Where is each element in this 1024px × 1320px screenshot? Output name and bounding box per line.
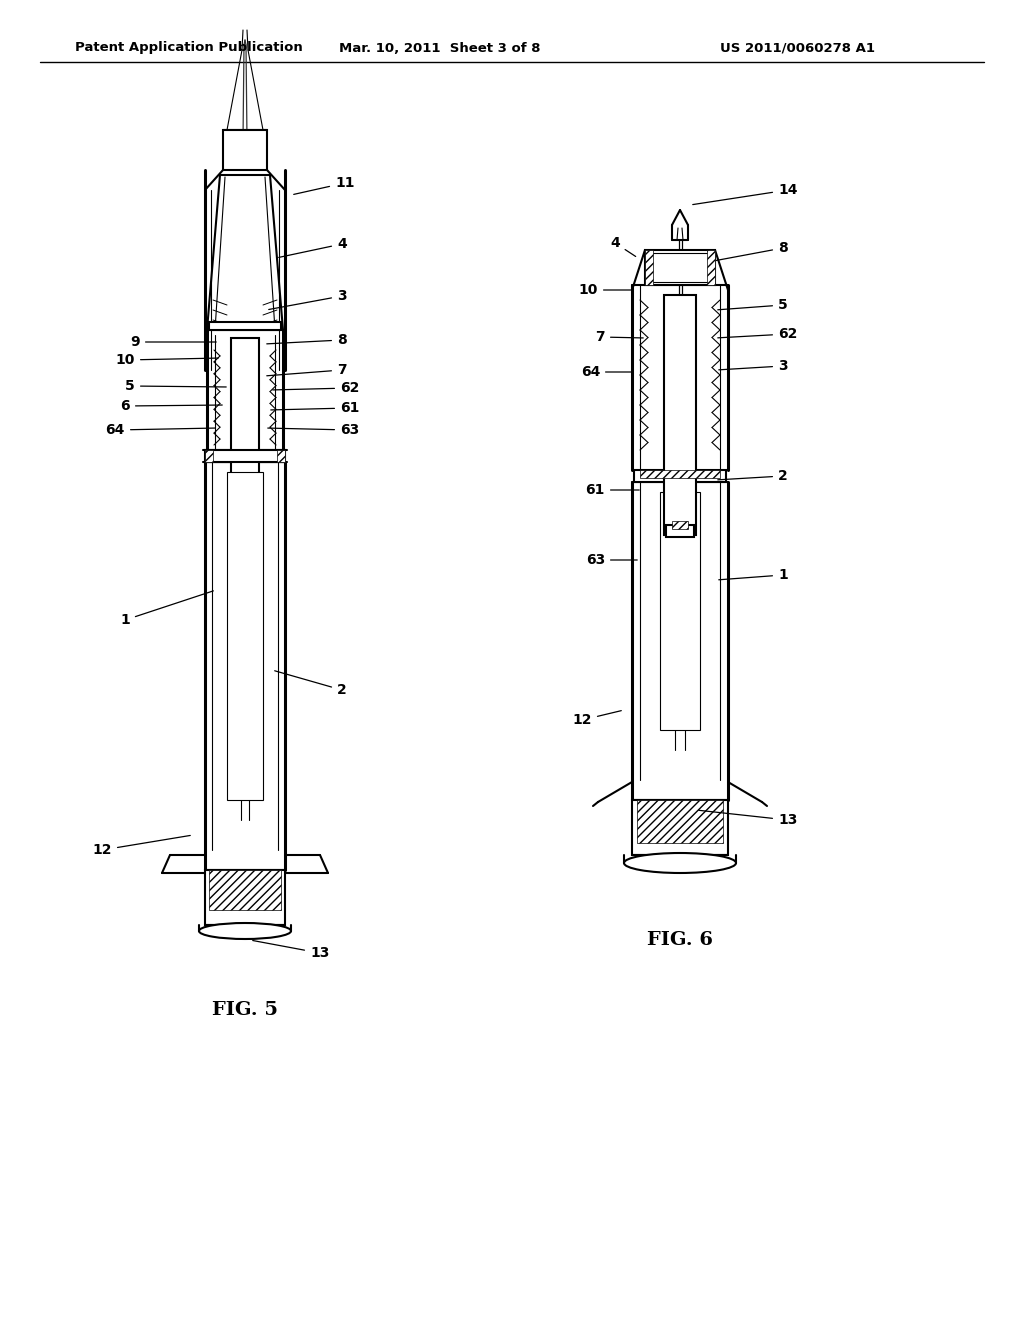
Text: 7: 7: [595, 330, 643, 345]
Bar: [205, 450, 213, 462]
Text: 3: 3: [719, 359, 787, 374]
Text: 4: 4: [279, 238, 347, 257]
Text: 2: 2: [274, 671, 347, 697]
Bar: [209, 870, 281, 909]
Text: 1: 1: [120, 591, 213, 627]
Text: 62: 62: [272, 381, 359, 395]
Bar: [223, 129, 267, 170]
Text: 13: 13: [698, 810, 798, 828]
Text: 63: 63: [268, 422, 359, 437]
Bar: [645, 249, 653, 285]
Text: 3: 3: [268, 289, 347, 309]
Text: 62: 62: [718, 327, 798, 341]
Text: 5: 5: [718, 298, 787, 312]
Text: 64: 64: [105, 422, 215, 437]
Text: 7: 7: [267, 363, 347, 378]
Bar: [205, 450, 285, 462]
Bar: [664, 294, 696, 535]
Bar: [640, 470, 720, 478]
Text: 6: 6: [121, 399, 222, 413]
Bar: [632, 800, 728, 855]
Text: 5: 5: [125, 379, 226, 393]
Text: 63: 63: [586, 553, 637, 568]
Bar: [650, 253, 710, 282]
Text: 10: 10: [116, 352, 218, 367]
Text: 12: 12: [92, 836, 190, 857]
Text: 1: 1: [719, 568, 787, 582]
Text: 10: 10: [579, 282, 631, 297]
Text: 8: 8: [267, 333, 347, 347]
Bar: [666, 525, 694, 537]
Bar: [278, 450, 285, 462]
Ellipse shape: [199, 923, 291, 939]
Text: Mar. 10, 2011  Sheet 3 of 8: Mar. 10, 2011 Sheet 3 of 8: [339, 41, 541, 54]
Bar: [227, 473, 263, 800]
Text: 14: 14: [693, 183, 798, 205]
Text: 13: 13: [253, 941, 330, 960]
Bar: [637, 800, 723, 843]
Text: FIG. 5: FIG. 5: [212, 1001, 278, 1019]
Ellipse shape: [624, 853, 736, 873]
Bar: [231, 338, 259, 500]
Bar: [707, 249, 715, 285]
Bar: [205, 870, 285, 925]
Text: 4: 4: [610, 236, 636, 256]
Bar: [634, 470, 726, 482]
Text: Patent Application Publication: Patent Application Publication: [75, 41, 303, 54]
Text: 12: 12: [572, 710, 622, 727]
Text: 61: 61: [270, 401, 359, 414]
Text: 61: 61: [586, 483, 639, 498]
Bar: [660, 492, 700, 730]
Text: FIG. 6: FIG. 6: [647, 931, 713, 949]
Bar: [209, 322, 281, 330]
Text: 64: 64: [581, 366, 633, 379]
Bar: [672, 521, 688, 529]
Text: US 2011/0060278 A1: US 2011/0060278 A1: [720, 41, 874, 54]
Text: 2: 2: [718, 469, 787, 483]
Text: 11: 11: [294, 176, 354, 194]
Text: 8: 8: [711, 242, 787, 261]
Bar: [645, 249, 715, 285]
Text: 9: 9: [130, 335, 216, 348]
